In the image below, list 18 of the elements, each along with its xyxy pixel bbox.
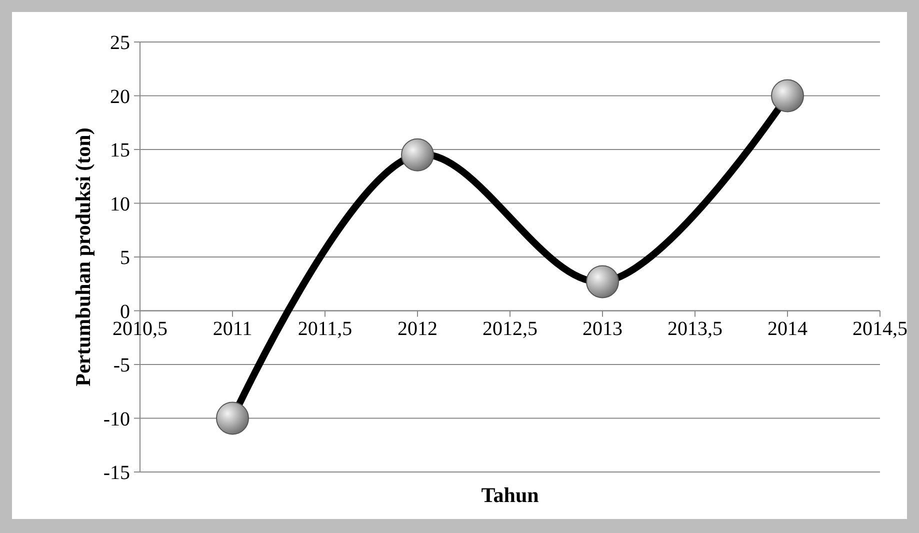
y-axis-title: Pertumbuhan produksi (ton)	[71, 128, 95, 386]
y-tick-label: 15	[110, 140, 130, 162]
x-tick-label: 2011,5	[298, 318, 352, 340]
x-axis-title: Tahun	[481, 483, 540, 507]
x-tick-label: 2014,5	[852, 318, 908, 340]
x-tick-label: 2012,5	[482, 318, 538, 340]
y-tick-label: -10	[103, 408, 130, 430]
y-tick-label: 10	[110, 193, 130, 216]
x-tick-label: 2013,5	[668, 318, 722, 340]
y-tick-label: 20	[110, 86, 130, 108]
x-tick-label: 2012	[398, 318, 438, 340]
y-tick-label: 5	[120, 247, 130, 269]
x-tick-label: 2013	[582, 318, 622, 340]
y-tick-label: -15	[103, 462, 130, 484]
y-tick-label: 25	[110, 32, 130, 54]
x-tick-label: 2014	[768, 318, 808, 340]
y-tick-label: -5	[113, 354, 130, 376]
x-tick-label: 2011	[212, 318, 252, 340]
